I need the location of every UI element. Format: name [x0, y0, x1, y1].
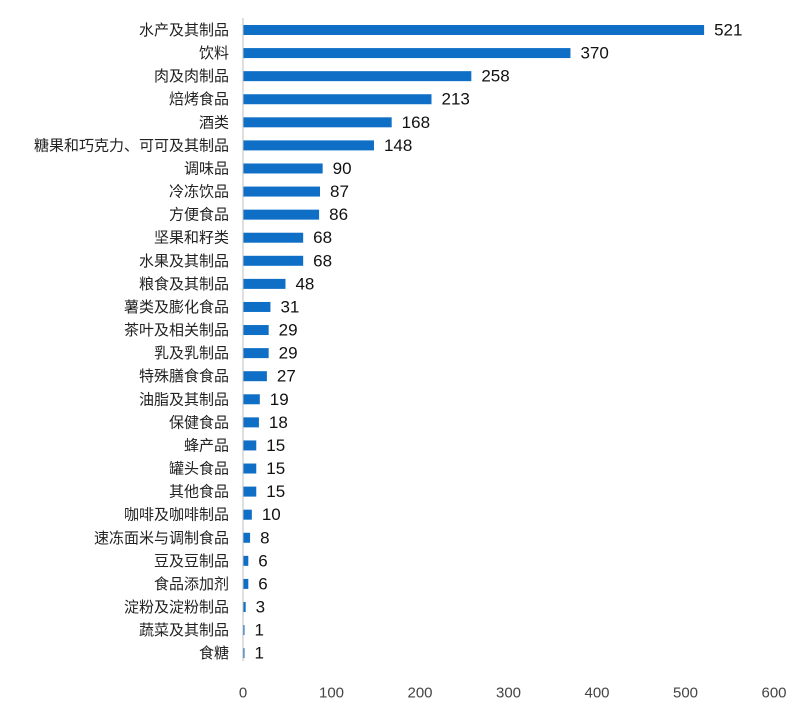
value-label: 15 [266, 482, 285, 501]
bar [243, 578, 249, 589]
value-label: 6 [258, 551, 267, 570]
value-label: 1 [255, 621, 264, 640]
value-label: 48 [295, 274, 314, 293]
category-label: 乳及乳制品 [154, 344, 229, 362]
category-label: 淀粉及淀粉制品 [124, 598, 229, 616]
value-label: 148 [384, 136, 412, 155]
x-tick-label: 600 [761, 685, 786, 702]
category-label: 酒类 [199, 113, 229, 131]
category-label: 薯类及膨化食品 [124, 298, 229, 316]
bar [243, 371, 267, 382]
value-label: 258 [481, 67, 509, 86]
value-label: 29 [279, 344, 298, 363]
category-label: 其他食品 [169, 483, 229, 501]
value-label: 6 [258, 574, 267, 593]
bar [243, 463, 257, 474]
bar [243, 278, 286, 289]
value-label: 68 [313, 228, 332, 247]
bar [243, 394, 260, 405]
value-label: 370 [580, 44, 608, 63]
category-label: 食糖 [199, 644, 229, 662]
bar [243, 117, 392, 128]
x-tick-label: 200 [407, 685, 432, 702]
category-label: 水产及其制品 [139, 21, 229, 39]
bar [243, 48, 571, 59]
value-label: 27 [277, 367, 296, 386]
category-label: 咖啡及咖啡制品 [124, 506, 229, 524]
category-label: 保健食品 [169, 413, 229, 431]
value-label: 29 [279, 321, 298, 340]
value-label: 15 [266, 436, 285, 455]
bars-group [243, 25, 705, 659]
category-label: 茶叶及相关制品 [124, 321, 229, 339]
category-label: 肉及肉制品 [154, 67, 229, 85]
bar [243, 532, 251, 543]
value-label: 18 [269, 413, 288, 432]
value-label: 19 [270, 390, 289, 409]
category-label: 罐头食品 [169, 460, 229, 478]
category-label: 方便食品 [169, 206, 229, 224]
bar [243, 25, 705, 35]
category-label: 饮料 [199, 44, 229, 62]
bar [243, 301, 271, 312]
bar [243, 440, 257, 451]
value-label: 8 [260, 528, 269, 547]
category-label: 食品添加剂 [154, 575, 229, 593]
bar [243, 163, 323, 174]
category-label: 焙烤食品 [169, 90, 229, 108]
category-label: 水果及其制品 [139, 252, 229, 270]
value-label: 86 [329, 205, 348, 224]
bar [243, 348, 269, 359]
category-label: 蔬菜及其制品 [139, 621, 229, 639]
value-label: 15 [266, 459, 285, 478]
category-label: 冷冻饮品 [169, 183, 229, 201]
value-label: 3 [256, 598, 265, 617]
bar [243, 625, 245, 636]
value-label: 521 [714, 21, 742, 40]
value-label: 87 [330, 182, 349, 201]
x-tick-label: 400 [584, 685, 609, 702]
value-labels-group: 5213702582131681489087866868483129292719… [255, 21, 743, 663]
category-label: 速冻面米与调制食品 [94, 529, 229, 547]
bar [243, 94, 432, 105]
category-label: 坚果和籽类 [154, 229, 229, 247]
bar [243, 255, 304, 266]
x-tick-label: 100 [319, 685, 344, 702]
category-label: 粮食及其制品 [139, 275, 229, 293]
value-label: 90 [333, 159, 352, 178]
x-tick-label: 0 [239, 685, 247, 702]
bar [243, 325, 269, 336]
category-label: 特殊膳食食品 [139, 367, 229, 385]
bar [243, 602, 246, 612]
x-tick-labels-group: 0 100 200 300 400 500 600 [239, 685, 787, 702]
bar [243, 555, 249, 566]
bar [243, 209, 320, 220]
category-label: 蜂产品 [184, 436, 229, 454]
bar [243, 186, 320, 197]
x-tick-label: 500 [673, 685, 698, 702]
bar [243, 509, 252, 520]
value-label: 1 [255, 644, 264, 663]
value-label: 213 [442, 90, 470, 109]
bar [243, 486, 257, 497]
bar [243, 417, 259, 428]
value-label: 68 [313, 251, 332, 270]
x-tick-label: 300 [496, 685, 521, 702]
category-label: 调味品 [184, 159, 229, 177]
bar [243, 71, 472, 82]
value-label: 10 [262, 505, 281, 524]
value-label: 168 [402, 113, 430, 132]
bar [243, 232, 304, 243]
category-label: 油脂及其制品 [139, 390, 229, 408]
value-label: 31 [280, 297, 299, 316]
category-label: 糖果和巧克力、可可及其制品 [34, 136, 229, 154]
category-labels-group: 水产及其制品饮料肉及肉制品焙烤食品酒类糖果和巧克力、可可及其制品调味品冷冻饮品方… [34, 21, 229, 662]
category-label: 豆及豆制品 [154, 552, 229, 570]
bar [243, 648, 245, 659]
bar [243, 140, 374, 151]
